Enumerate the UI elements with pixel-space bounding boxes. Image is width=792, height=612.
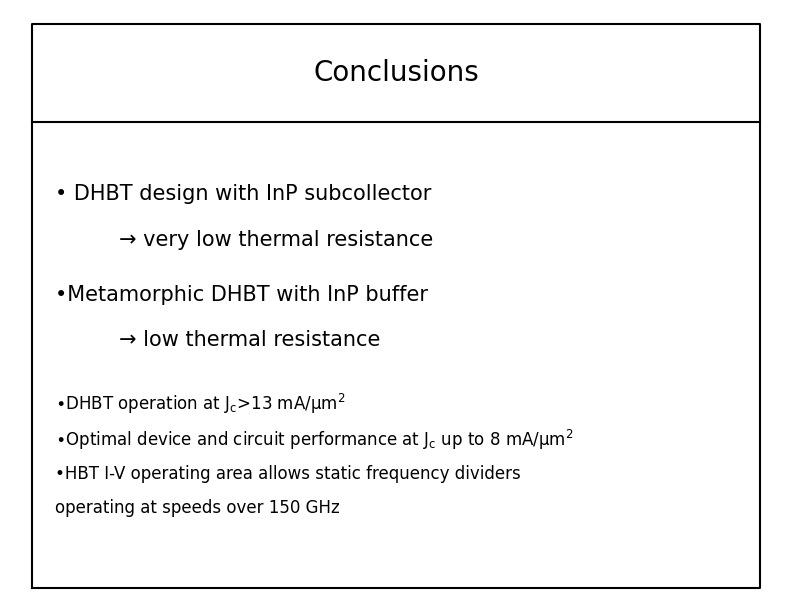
Text: • DHBT design with InP subcollector: • DHBT design with InP subcollector [55,184,432,204]
Text: → very low thermal resistance: → very low thermal resistance [119,230,433,250]
Text: $\bullet$Optimal device and circuit performance at $\mathregular{J_c}$ up to 8 m: $\bullet$Optimal device and circuit perf… [55,428,574,452]
Text: operating at speeds over 150 GHz: operating at speeds over 150 GHz [55,499,341,517]
Text: •Metamorphic DHBT with InP buffer: •Metamorphic DHBT with InP buffer [55,285,428,305]
Text: •HBT I-V operating area allows static frequency dividers: •HBT I-V operating area allows static fr… [55,465,521,483]
Text: → low thermal resistance: → low thermal resistance [119,330,380,351]
Text: $\bullet$DHBT operation at $\mathregular{J_c}$>13 mA/$\mathregular{\mu}$m$^2$: $\bullet$DHBT operation at $\mathregular… [55,392,346,416]
Text: Conclusions: Conclusions [313,59,479,88]
